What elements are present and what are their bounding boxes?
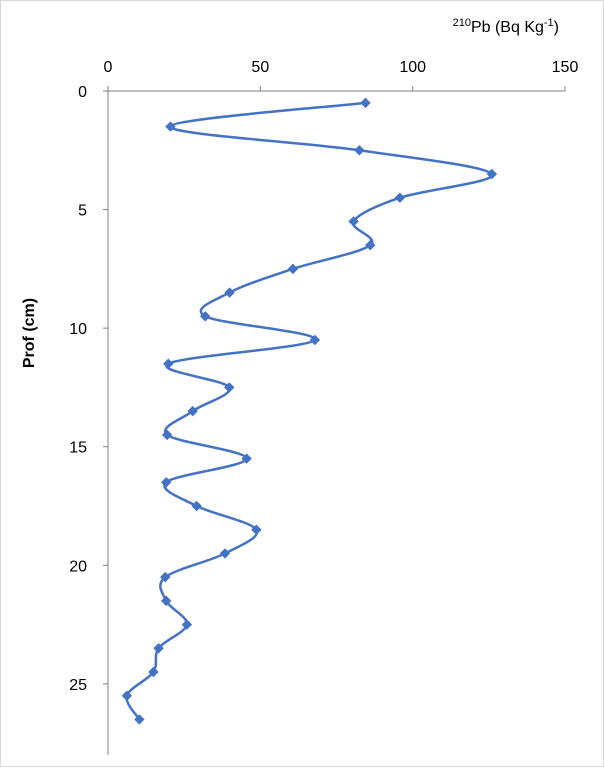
- data-point-marker: [163, 358, 174, 369]
- y-tick-label: 10: [69, 321, 87, 338]
- y-tick-label: 20: [69, 558, 87, 575]
- y-tick-label: 0: [78, 84, 87, 101]
- series-line: [125, 101, 494, 721]
- data-point-marker: [160, 477, 172, 488]
- data-point-marker: [187, 405, 198, 417]
- x-axis-title-close: ): [554, 19, 559, 36]
- data-point-marker: [153, 643, 164, 654]
- x-tick-label: 100: [399, 59, 426, 76]
- data-point-marker: [161, 429, 173, 441]
- data-point-marker: [121, 690, 133, 701]
- data-point-marker: [309, 334, 321, 346]
- data-point-marker: [160, 571, 171, 583]
- x-tick-label: 150: [552, 59, 579, 76]
- axes-layer: [107, 90, 565, 755]
- data-point-marker: [134, 714, 145, 725]
- data-point-marker: [360, 97, 371, 109]
- y-tick-label: 15: [69, 440, 87, 457]
- x-axis-title-sup2: -1: [544, 17, 554, 29]
- x-tick-label: 0: [104, 59, 113, 76]
- data-point-marker: [165, 121, 176, 132]
- x-tick-label: 50: [251, 59, 269, 76]
- y-axis-title: Prof (cm): [21, 298, 38, 368]
- series-layer: [125, 101, 494, 721]
- ticks-layer: 0 50 100 150 0 5 10 15 20 25: [69, 59, 578, 694]
- x-axis-title-sup: 210: [453, 17, 471, 29]
- data-point-marker: [181, 619, 193, 630]
- data-point-marker: [160, 595, 172, 607]
- data-point-marker: [224, 287, 235, 298]
- y-tick-label: 5: [78, 203, 87, 220]
- data-point-marker: [287, 263, 299, 275]
- data-point-marker: [486, 168, 498, 180]
- data-point-marker: [241, 453, 252, 464]
- markers-layer: [121, 97, 498, 725]
- x-axis-title: 210Pb (Bq Kg-1): [453, 17, 559, 36]
- data-point-marker: [219, 548, 231, 559]
- data-point-marker: [199, 311, 211, 322]
- data-point-marker: [365, 239, 376, 251]
- data-point-marker: [224, 382, 235, 393]
- data-point-marker: [251, 524, 262, 535]
- y-tick-label: 25: [69, 677, 87, 694]
- data-point-marker: [348, 216, 359, 227]
- data-point-marker: [191, 500, 202, 512]
- data-point-marker: [354, 145, 365, 156]
- x-axis-title-main: Pb (Bq Kg: [471, 19, 544, 36]
- data-point-marker: [394, 192, 406, 203]
- data-point-marker: [148, 666, 159, 678]
